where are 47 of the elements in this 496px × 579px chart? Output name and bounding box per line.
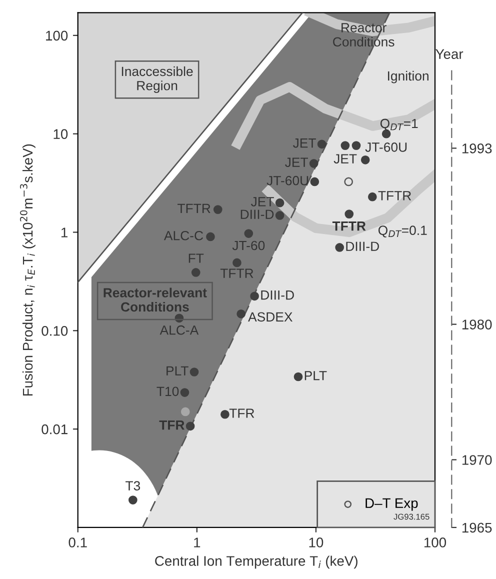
annotation: PLT — [304, 371, 327, 380]
y-tick-label: 1 — [61, 228, 68, 238]
y-tick-label: 0.01 — [42, 424, 68, 434]
annotation: T10 — [156, 386, 179, 396]
annotation: JET — [251, 197, 274, 206]
y-tick-label: 10 — [54, 129, 68, 139]
annotation: TFTR — [178, 204, 210, 213]
y2-tick-label: 1965 — [462, 522, 492, 533]
annotation: JT-60U — [266, 176, 308, 186]
x-tick-label: 1 — [194, 538, 200, 548]
annotation: ALC-C — [164, 230, 204, 240]
annotation: TFTR — [378, 191, 412, 200]
x-tick-label: 10 — [309, 538, 324, 548]
y2-tick-label: 1970 — [462, 455, 492, 465]
annotation: ASDEX — [248, 312, 292, 322]
annotation: JET — [334, 154, 357, 164]
y-tick-label: 100 — [46, 30, 68, 41]
y2-tick-label: 1980 — [462, 320, 492, 330]
annotation: FT — [188, 254, 204, 263]
annotation: JG93.165 — [394, 514, 430, 520]
annotation: TFR — [159, 420, 184, 430]
annotation: PLT — [166, 366, 188, 376]
annotation: TFTR — [332, 221, 366, 231]
annotation: JT-60 — [232, 240, 265, 250]
y-tick-label: 0.10 — [42, 326, 68, 336]
annotation: Ignition — [388, 70, 428, 84]
annotation: Q$_{DT}$=0.1 — [378, 226, 427, 238]
y2-axis-title: Year — [436, 49, 464, 59]
annotation: Inaccessible Region — [122, 66, 193, 93]
annotation: DIII-D — [346, 242, 379, 251]
annotation: JT-60U — [365, 142, 407, 152]
text: Fusion Product, n$_{i}$ τ$_{E}$.T$_{i}$ (x10$^{20}$m$^{−3}$s.keV) — [20, 144, 36, 396]
annotation: JET — [293, 138, 316, 148]
x-axis-title: Central Ion Temperature T$_{i}$ (keV) — [155, 556, 358, 569]
annotation: Reactor-relevant Conditions — [104, 288, 207, 312]
x-tick-label: 0.1 — [68, 538, 87, 548]
annotation: TFTR — [220, 268, 254, 278]
annotation: ALC-A — [160, 325, 199, 335]
legend-label: D–T Exp — [366, 498, 418, 511]
y2-tick-label: 1993 — [462, 144, 492, 154]
annotation: TFR — [229, 408, 254, 418]
annotation: T3 — [126, 481, 140, 490]
annotation: Q$_{DT}$=1 — [380, 118, 418, 131]
annotation: DIII-D — [261, 290, 294, 300]
annotation: JET — [285, 158, 308, 167]
annotation: DIII-D — [240, 210, 274, 219]
x-tick-label: 100 — [424, 538, 446, 548]
